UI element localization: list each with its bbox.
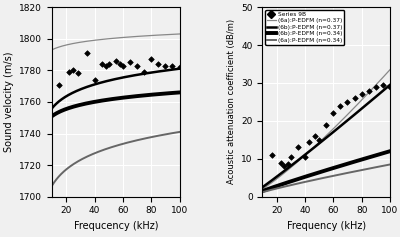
Point — [98, 62, 105, 66]
Point — [316, 138, 322, 142]
Point — [380, 83, 386, 87]
Legend: Series 9B, (6a):P-EDFM (n=0.37), (6b):P-EDFM (n=0.37), (6b):P-EDFM (n=0.34), (6a: Series 9B, (6a):P-EDFM (n=0.37), (6b):P-… — [265, 10, 344, 45]
Point — [302, 155, 308, 159]
Point — [306, 140, 312, 144]
Point — [176, 65, 183, 69]
Point — [280, 164, 287, 168]
Point — [312, 134, 318, 138]
X-axis label: Frequency (kHz): Frequency (kHz) — [287, 221, 366, 231]
Point — [155, 62, 162, 66]
Point — [278, 161, 284, 164]
Point — [141, 70, 147, 74]
Point — [285, 163, 291, 166]
Point — [269, 153, 276, 157]
Point — [358, 92, 365, 96]
Point — [366, 89, 372, 92]
Point — [351, 96, 358, 100]
Point — [103, 64, 109, 68]
Y-axis label: Acoustic attenuation coefficient (dB/m): Acoustic attenuation coefficient (dB/m) — [227, 19, 236, 184]
Point — [162, 64, 168, 68]
Point — [148, 57, 154, 61]
Point — [106, 62, 112, 66]
Point — [323, 123, 330, 127]
Point — [295, 146, 301, 149]
Point — [330, 111, 336, 115]
Point — [344, 100, 351, 104]
Point — [127, 60, 133, 64]
Point — [169, 64, 176, 68]
Point — [288, 155, 294, 159]
Point — [387, 85, 393, 89]
Point — [373, 85, 379, 89]
Point — [120, 64, 126, 68]
Point — [84, 51, 91, 55]
Point — [70, 68, 76, 72]
Point — [66, 70, 72, 74]
X-axis label: Frequcency (kHz): Frequcency (kHz) — [74, 221, 158, 231]
Point — [56, 83, 62, 87]
Y-axis label: Sound velocity (m/s): Sound velocity (m/s) — [4, 52, 14, 152]
Point — [112, 59, 119, 63]
Point — [74, 72, 81, 75]
Point — [91, 78, 98, 82]
Point — [117, 62, 123, 66]
Point — [337, 104, 344, 108]
Point — [134, 64, 140, 68]
